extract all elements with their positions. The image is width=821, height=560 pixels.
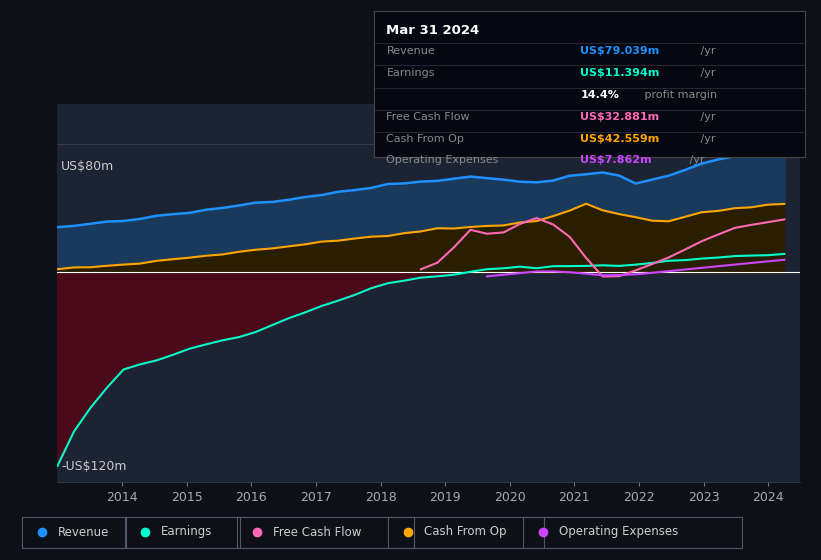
Text: Free Cash Flow: Free Cash Flow: [273, 525, 361, 539]
Text: US$42.559m: US$42.559m: [580, 133, 660, 143]
Text: US$11.394m: US$11.394m: [580, 68, 660, 78]
Text: Cash From Op: Cash From Op: [424, 525, 507, 539]
Text: Earnings: Earnings: [387, 68, 435, 78]
Text: Free Cash Flow: Free Cash Flow: [387, 111, 470, 122]
Text: profit margin: profit margin: [641, 90, 717, 100]
Text: US$7.862m: US$7.862m: [580, 155, 652, 165]
Text: -US$120m: -US$120m: [62, 460, 126, 473]
Text: /yr: /yr: [697, 133, 715, 143]
Text: US$0: US$0: [62, 315, 94, 328]
Text: 14.4%: 14.4%: [580, 90, 619, 100]
Text: Operating Expenses: Operating Expenses: [387, 155, 499, 165]
Text: US$32.881m: US$32.881m: [580, 111, 659, 122]
Text: Earnings: Earnings: [161, 525, 213, 539]
Text: Mar 31 2024: Mar 31 2024: [387, 24, 479, 38]
Text: Revenue: Revenue: [57, 525, 109, 539]
Text: Revenue: Revenue: [387, 46, 435, 56]
Text: Cash From Op: Cash From Op: [387, 133, 465, 143]
Text: US$79.039m: US$79.039m: [580, 46, 660, 56]
Text: /yr: /yr: [697, 68, 715, 78]
Text: US$80m: US$80m: [62, 160, 114, 173]
Text: Operating Expenses: Operating Expenses: [559, 525, 678, 539]
Text: /yr: /yr: [686, 155, 704, 165]
Text: /yr: /yr: [697, 111, 715, 122]
Text: /yr: /yr: [697, 46, 715, 56]
